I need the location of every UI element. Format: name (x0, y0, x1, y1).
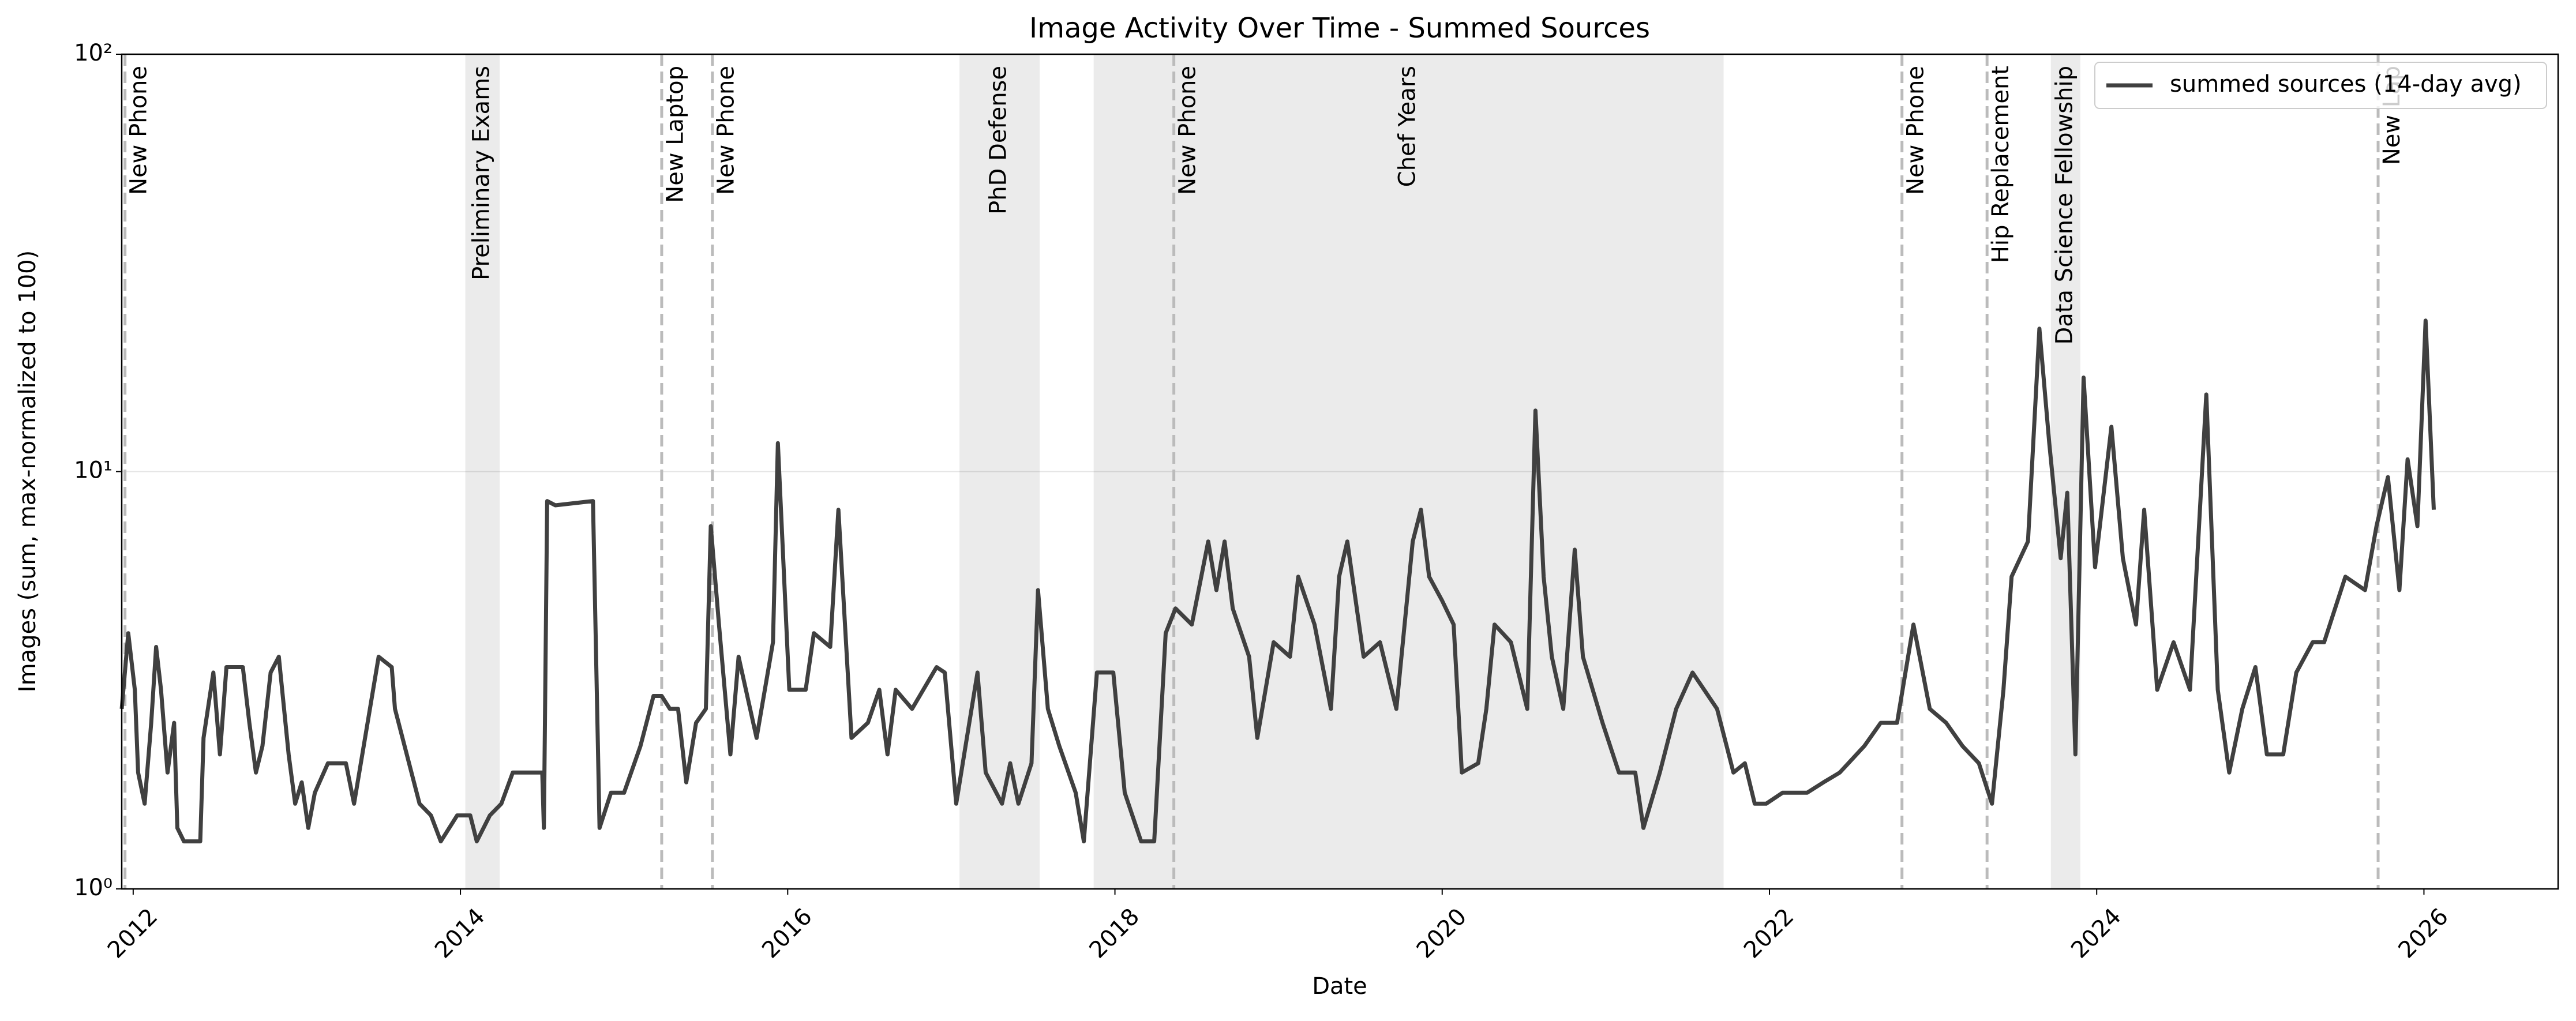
event-label: New Phone (713, 66, 740, 195)
y-tick-label: 10⁰ (74, 874, 113, 901)
event-label: New Phone (125, 66, 152, 195)
event-label: Data Science Fellowship (2051, 66, 2078, 345)
plot-frame (121, 53, 2559, 890)
event-label: New Phone (1903, 66, 1929, 195)
event-label: PhD Defense (985, 66, 1012, 215)
y-tick-label: 10¹ (74, 457, 113, 484)
legend-box (2094, 62, 2547, 109)
y-tick-label: 10² (74, 40, 113, 66)
event-label: Hip Replacement (1988, 66, 2014, 263)
event-span (959, 54, 1040, 889)
data-line (119, 318, 2436, 844)
legend-label: summed sources (14-day avg) (2170, 71, 2522, 97)
x-axis-label: Date (1312, 973, 1367, 1000)
chart-title: Image Activity Over Time - Summed Source… (1029, 12, 1650, 44)
event-span (465, 54, 500, 889)
y-axis-label: Images (sum, max-normalized to 100) (14, 250, 41, 692)
event-span (1093, 54, 1724, 889)
event-label: Preliminary Exams (468, 66, 494, 280)
legend: summed sources (14-day avg) (2094, 62, 2547, 109)
event-label: New Laptop (662, 66, 689, 203)
event-label: New Phone (1174, 66, 1201, 195)
event-label: Chef Years (1394, 66, 1421, 187)
